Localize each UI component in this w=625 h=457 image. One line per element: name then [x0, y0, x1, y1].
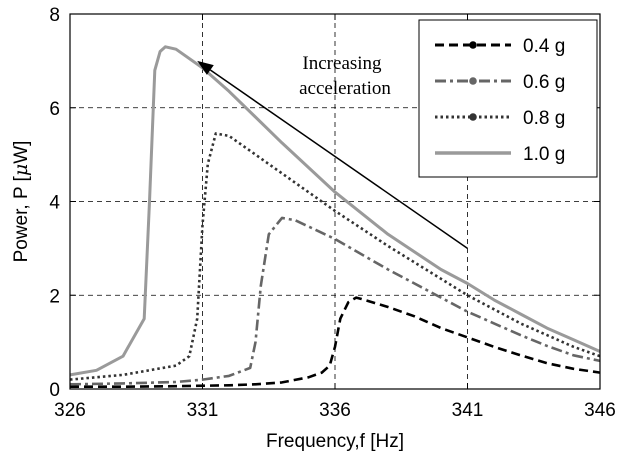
series-line-0-4-g [70, 296, 601, 389]
x-axis-label: Frequency,f [Hz] [266, 431, 404, 452]
y-tick-label: 0 [49, 380, 60, 401]
y-axis-label-prefix: Power, P [ [11, 175, 32, 262]
annotation-line-1: Increasing [302, 53, 382, 74]
axis-ticks: 326 331 336 341 346 0 2 4 6 8 [49, 5, 615, 421]
y-axis-label-mu: μ [10, 164, 32, 176]
x-tick-label: 341 [452, 400, 484, 421]
x-tick-label: 346 [584, 400, 616, 421]
y-tick-label: 2 [49, 286, 60, 307]
y-tick-label: 6 [49, 99, 60, 120]
legend-marker [469, 77, 477, 85]
legend-label: 1.0 g [523, 144, 565, 165]
annotation-arrow [209, 69, 468, 249]
annotation-line-2: acceleration [299, 78, 391, 99]
y-tick-label: 4 [49, 193, 60, 214]
series-line-1-0-g [69, 45, 601, 377]
acceleration-annotation: Increasing acceleration [197, 53, 468, 249]
y-tick-label: 8 [49, 5, 60, 26]
series-line-0-6-g [69, 216, 601, 386]
legend-marker [469, 113, 477, 121]
legend: 0.4 g 0.6 g 0.8 g 1.0 g [418, 19, 598, 178]
y-axis-label-suffix: W] [11, 141, 32, 164]
annotation-arrowhead [197, 60, 214, 75]
legend-label: 0.8 g [523, 108, 565, 129]
legend-label: 0.4 g [523, 36, 565, 57]
x-tick-label: 326 [54, 400, 86, 421]
x-tick-label: 331 [187, 400, 219, 421]
y-axis-label: Power, P [μW] [10, 141, 32, 263]
series-lines [69, 45, 601, 389]
x-tick-label: 336 [319, 400, 351, 421]
legend-label: 0.6 g [523, 72, 565, 93]
legend-marker [469, 41, 477, 49]
